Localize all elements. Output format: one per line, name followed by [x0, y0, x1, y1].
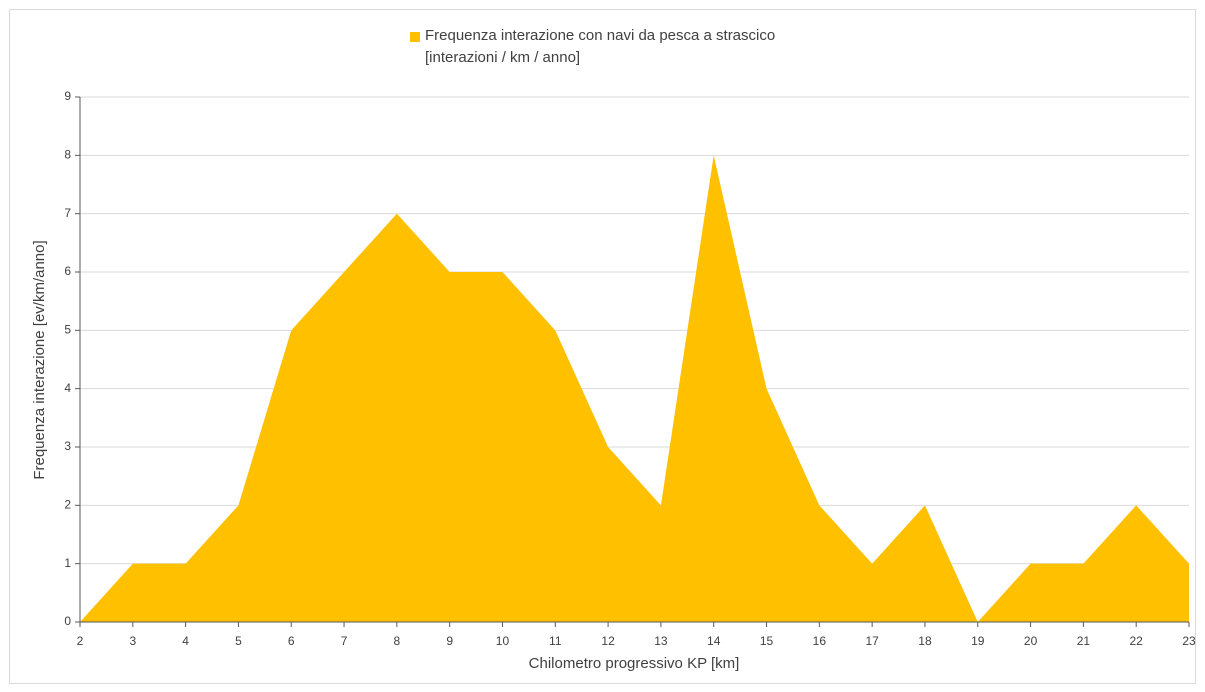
- chart-border: [9, 9, 1196, 684]
- legend-label: Frequenza interazione con navi da pesca …: [425, 27, 776, 66]
- x-tick-label: 19: [971, 634, 985, 648]
- x-tick-label: 6: [288, 634, 295, 648]
- x-axis-label: Chilometro progressivo KP [km]: [529, 655, 740, 672]
- x-tick-label: 9: [446, 634, 453, 648]
- x-tick-label: 14: [707, 634, 721, 648]
- y-tick-label: 1: [64, 556, 71, 570]
- x-tick-label: 3: [129, 634, 136, 648]
- x-tick-label: 11: [549, 634, 562, 648]
- x-tick-label: 16: [813, 634, 827, 648]
- x-tick-label: 8: [394, 634, 401, 648]
- y-tick-label: 8: [64, 148, 71, 162]
- x-tick-label: 22: [1130, 634, 1144, 648]
- x-tick-label: 17: [865, 634, 879, 648]
- x-tick-label: 2: [77, 634, 84, 648]
- y-tick-label: 6: [64, 264, 71, 278]
- y-axis-label: Frequenza interazione [ev/km/anno]: [31, 240, 48, 479]
- x-tick-label: 7: [341, 634, 348, 648]
- x-tick-label: 15: [760, 634, 774, 648]
- y-tick-label: 3: [64, 439, 71, 453]
- y-tick-label: 7: [64, 206, 71, 220]
- legend-swatch: [410, 32, 420, 42]
- x-tick-label: 13: [654, 634, 668, 648]
- x-tick-label: 4: [182, 634, 189, 648]
- y-tick-label: 5: [64, 323, 71, 337]
- x-tick-label: 23: [1182, 634, 1196, 648]
- x-tick-label: 20: [1024, 634, 1038, 648]
- x-tick-label: 5: [235, 634, 242, 648]
- y-tick-label: 2: [64, 498, 71, 512]
- x-tick-label: 21: [1077, 634, 1091, 648]
- y-tick-label: 9: [64, 89, 71, 103]
- x-tick-label: 10: [496, 634, 510, 648]
- x-tick-label: 12: [601, 634, 615, 648]
- x-tick-label: 18: [918, 634, 932, 648]
- area: [80, 155, 1189, 623]
- y-tick-label: 4: [64, 381, 71, 395]
- y-tick-label: 0: [64, 614, 71, 628]
- legend: Frequenza interazione con navi da pesca …: [410, 25, 850, 69]
